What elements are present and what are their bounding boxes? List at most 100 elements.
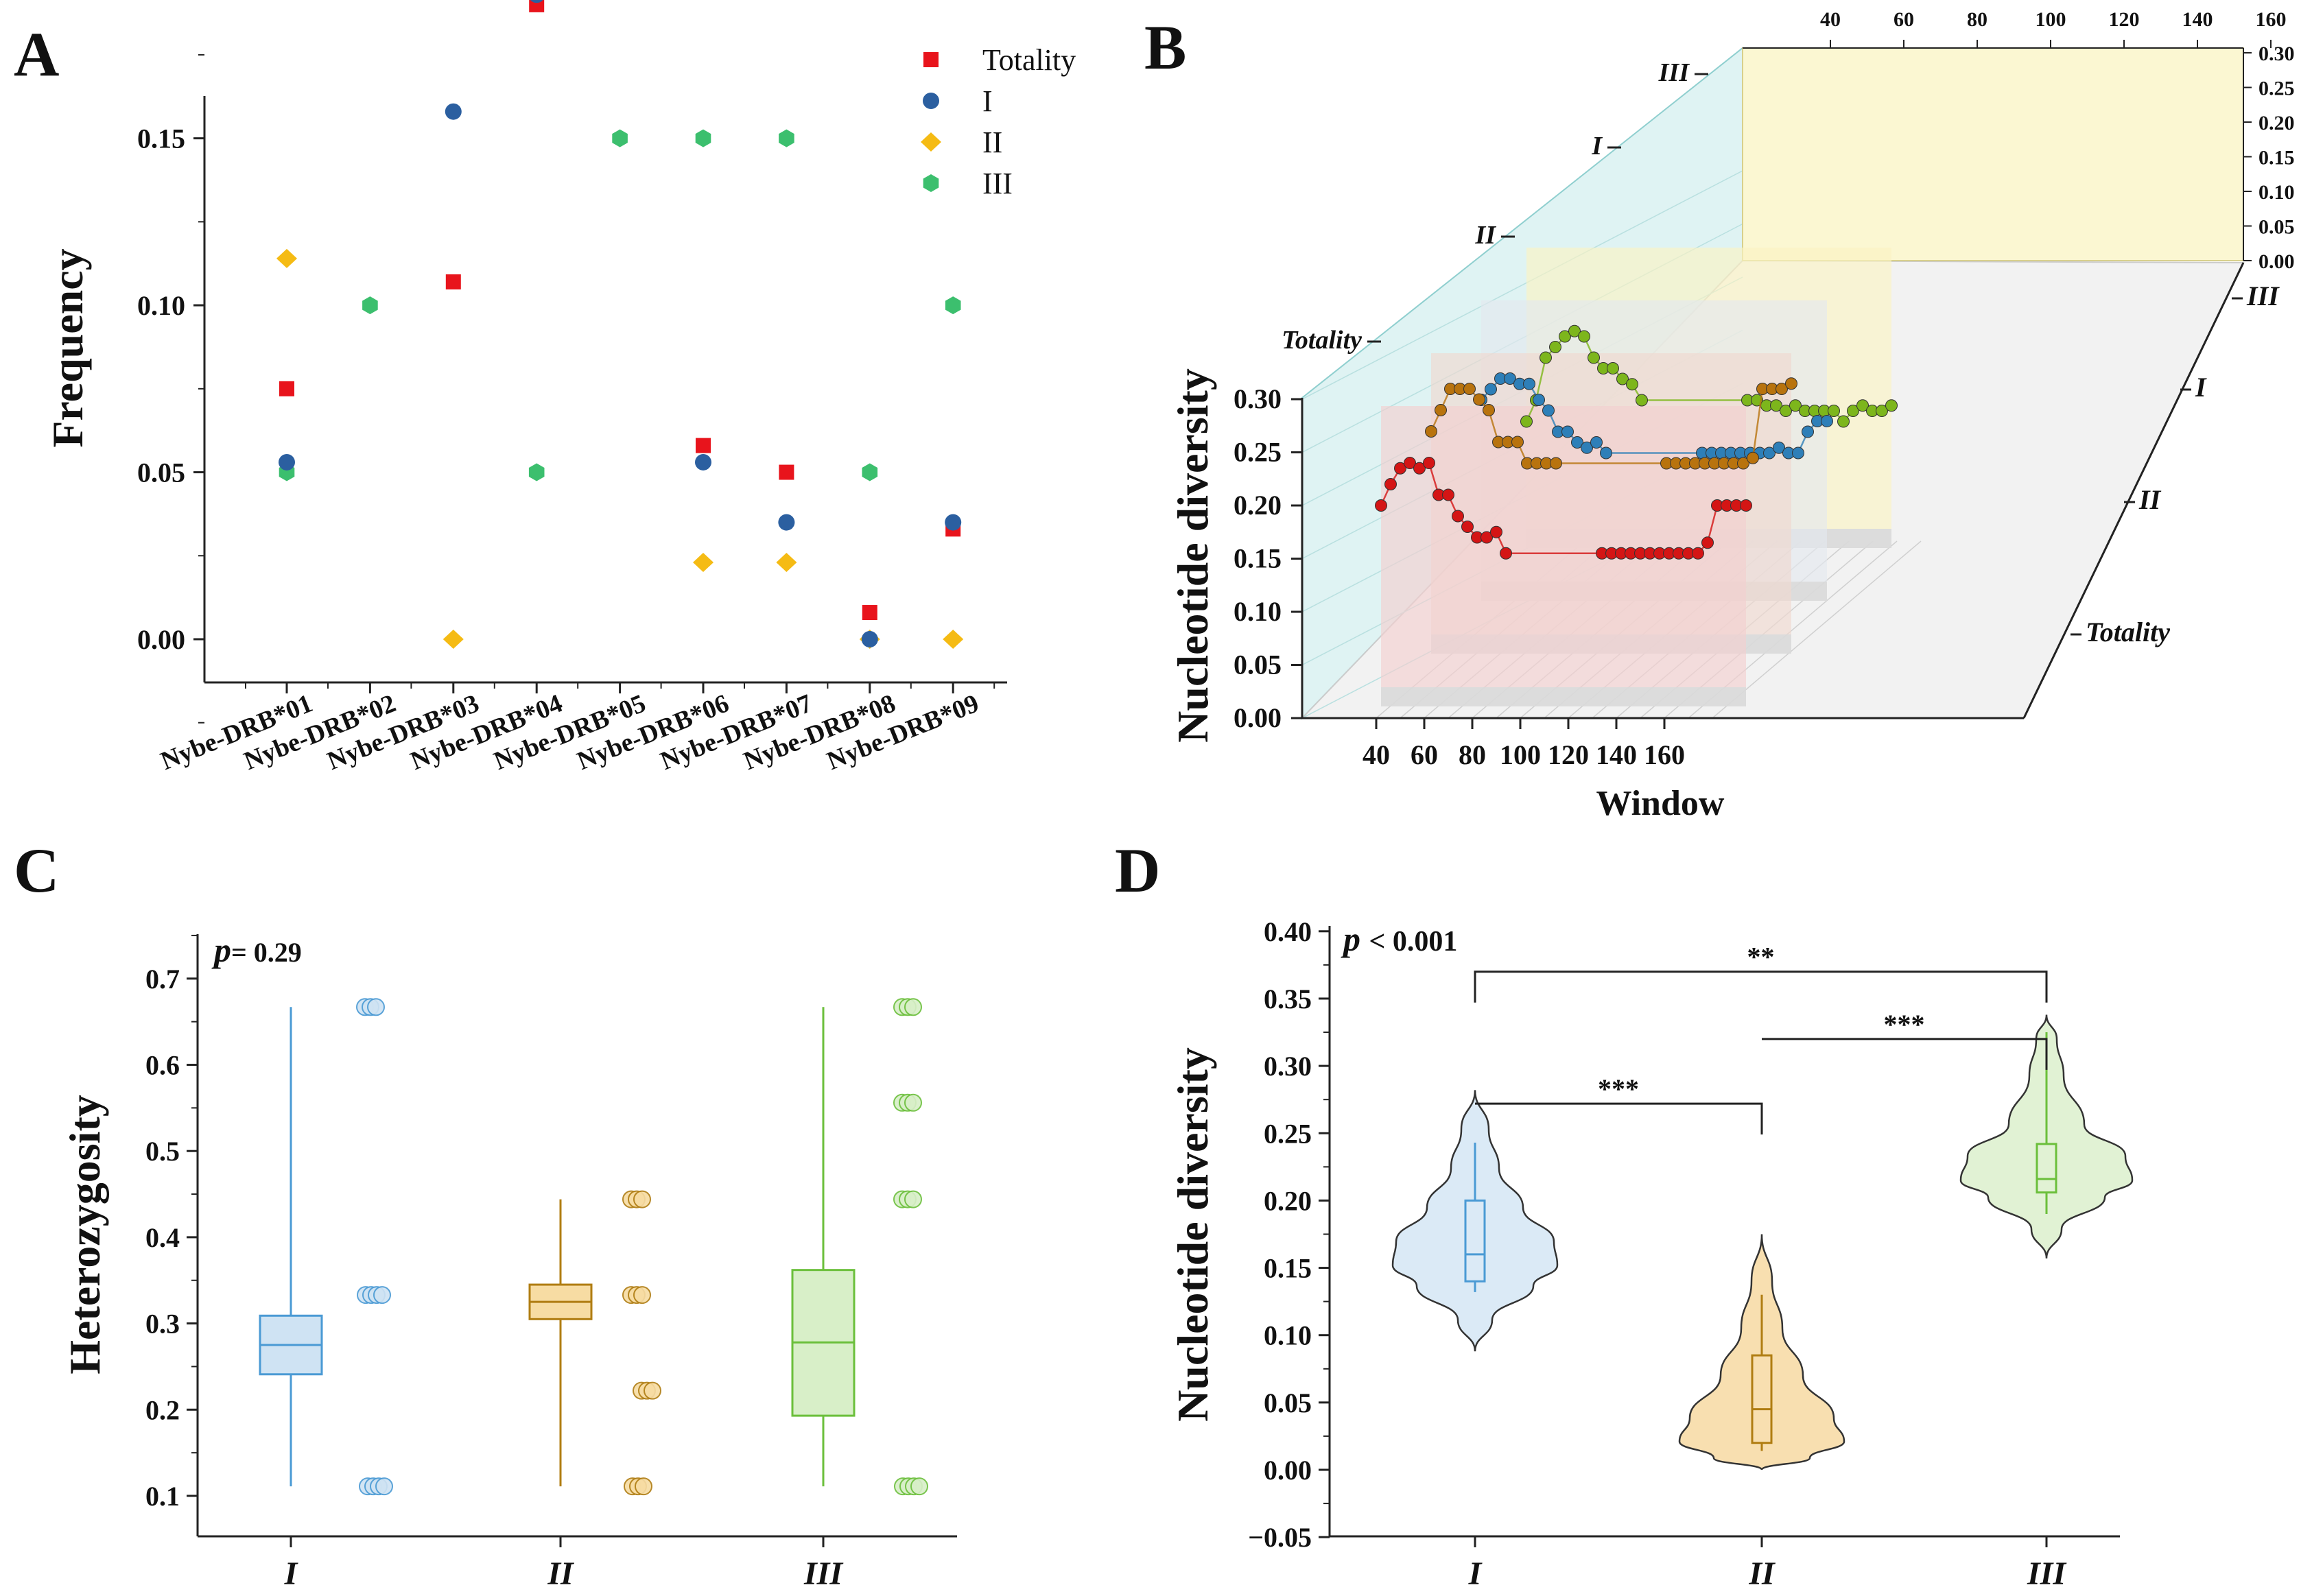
depth-slab-totality xyxy=(1381,406,1746,687)
point-iii xyxy=(612,129,628,147)
back-y-tick-label: 0.30 xyxy=(2258,43,2295,65)
legend-label-ii: II xyxy=(982,126,1002,159)
series-point-iii xyxy=(1549,341,1561,353)
series-point-iii xyxy=(1780,405,1792,417)
point-i xyxy=(279,453,295,471)
back-y-tick-label: 0.05 xyxy=(2258,216,2295,239)
y-tick-label: 0.05 xyxy=(1264,1387,1312,1418)
p-symbol: p xyxy=(211,931,231,969)
point-totality xyxy=(779,464,794,480)
point-totality xyxy=(529,0,545,12)
point-iii xyxy=(862,463,878,481)
series-point-iii xyxy=(1876,405,1888,417)
point-totality xyxy=(862,605,877,621)
front-y-tick-label: 0.10 xyxy=(1234,596,1282,627)
data-point-i xyxy=(375,1477,393,1496)
series-point-iii xyxy=(1885,399,1898,412)
legend-label-i: I xyxy=(982,84,993,118)
point-iii xyxy=(528,463,545,481)
point-i xyxy=(530,0,543,3)
point-i xyxy=(778,514,795,531)
y-tick-label: 0.4 xyxy=(145,1222,180,1253)
p-symbol: p xyxy=(1341,920,1369,958)
series-point-iii xyxy=(1559,330,1571,343)
x-category-label-ii: II xyxy=(1748,1556,1776,1592)
series-point-iii xyxy=(1616,372,1629,385)
series-point-ii xyxy=(1747,451,1759,464)
series-point-totality xyxy=(1394,462,1406,475)
x-tick-label: 140 xyxy=(1596,739,1637,770)
point-i xyxy=(945,514,962,531)
back-y-tick-label: 0.20 xyxy=(2258,112,2295,134)
series-point-iii xyxy=(1828,405,1840,417)
series-point-totality xyxy=(1461,521,1474,533)
y-axis-title: Nucleotide diversity xyxy=(1168,1047,1217,1422)
series-point-i xyxy=(1600,446,1612,460)
significance-bracket xyxy=(1474,970,2048,1003)
violin-box-i xyxy=(1464,1199,1486,1283)
data-point-iii xyxy=(904,1190,922,1208)
legend-marker-iii xyxy=(923,174,939,192)
point-i xyxy=(861,631,878,647)
point-iii xyxy=(362,296,378,315)
back-x-tick-label: 120 xyxy=(2109,8,2140,31)
panel-letter-a: A xyxy=(14,19,59,89)
panel-letter-d: D xyxy=(1115,835,1160,905)
panel-a-scatter-chart: 0.000.050.100.150.200.250.30Nybe-DRB*01N… xyxy=(43,0,1076,776)
p-value-annotation: p= 0.29 xyxy=(211,931,302,969)
significance-label: ** xyxy=(1747,942,1775,973)
data-point-ii xyxy=(635,1477,652,1496)
depth-label-right: Totality xyxy=(2086,617,2170,647)
series-point-iii xyxy=(1520,415,1533,428)
y-tick-label: 0.35 xyxy=(1264,984,1312,1014)
y-tick-label: 0.7 xyxy=(145,964,180,994)
series-point-totality xyxy=(1692,547,1704,560)
point-iii xyxy=(695,129,711,147)
series-point-ii xyxy=(1776,383,1788,395)
data-point-ii xyxy=(633,1286,651,1305)
point-iii xyxy=(945,296,961,315)
point-totality xyxy=(696,438,711,453)
p-value-text: = 0.29 xyxy=(231,937,302,968)
panel-d-violin-plot: −0.05 0.00 0.05 0.10 0.15 0.20 0.25 0.30 0.35 0.4… xyxy=(1168,916,2134,1592)
back-y-tick-label: 0.25 xyxy=(2258,78,2295,100)
depth-slab-shadow xyxy=(1381,687,1746,706)
data-point-iii xyxy=(904,1093,922,1112)
series-point-ii xyxy=(1473,393,1485,406)
series-point-totality xyxy=(1452,510,1464,523)
x-tick-label: 80 xyxy=(1459,739,1486,770)
series-point-totality xyxy=(1500,547,1512,560)
y-tick-label: 0.20 xyxy=(1264,1185,1312,1216)
back-x-tick-label: 40 xyxy=(1820,8,1841,31)
series-point-i xyxy=(1792,446,1804,460)
series-point-iii xyxy=(1636,394,1648,407)
data-point-iii xyxy=(904,998,922,1016)
series-point-iii xyxy=(1847,405,1859,417)
series-point-totality xyxy=(1442,488,1454,501)
panel-letter-c: C xyxy=(14,835,59,905)
y-tick-label: 0.00 xyxy=(137,624,185,655)
series-point-ii xyxy=(1785,377,1797,390)
series-point-totality xyxy=(1423,457,1435,469)
significance-bracket xyxy=(1762,1038,2048,1070)
point-iii xyxy=(779,129,794,147)
series-point-i xyxy=(1561,425,1574,438)
front-y-tick-label: 0.25 xyxy=(1234,437,1282,468)
series-point-i xyxy=(1773,441,1785,454)
panel-letter-b: B xyxy=(1144,12,1186,82)
x-tick-label: 100 xyxy=(1500,739,1541,770)
legend-label-iii: III xyxy=(982,167,1013,200)
panel-b-3d-line-chart: 0.00 0.05 0.10 0.15 0.20 0.25 0.30 Nucleotide d… xyxy=(1168,8,2295,823)
depth-label-right: I xyxy=(2195,372,2207,403)
depth-label-left: II xyxy=(1474,221,1496,250)
point-ii xyxy=(443,630,464,649)
front-y-tick-label: 0.20 xyxy=(1234,490,1282,521)
point-ii xyxy=(693,553,713,573)
point-i xyxy=(695,453,711,471)
back-x-tick-label: 60 xyxy=(1894,8,1914,31)
back-y-tick-label: 0.10 xyxy=(2258,181,2295,204)
legend-label-totality: Totality xyxy=(982,43,1076,77)
depth-label-left: III xyxy=(1658,58,1690,87)
series-point-i xyxy=(1802,425,1814,438)
x-category-label-iii: III xyxy=(2027,1556,2067,1592)
